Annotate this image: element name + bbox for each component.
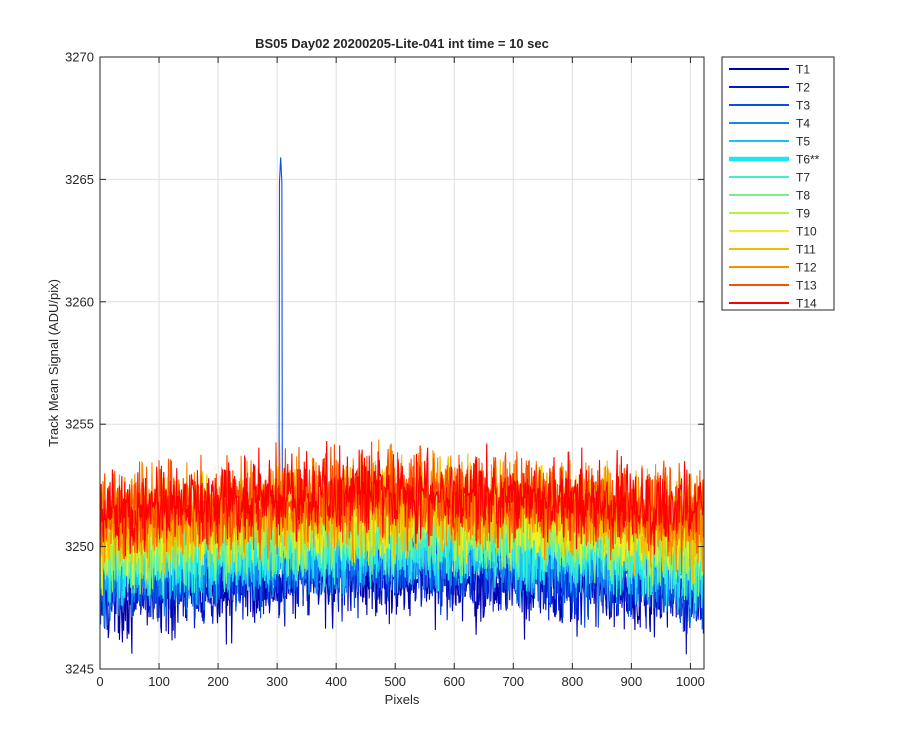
legend-label: T5: [796, 135, 810, 149]
y-tick-label: 3270: [65, 50, 94, 65]
legend-label: T11: [796, 243, 816, 257]
legend-label: T9: [796, 207, 810, 221]
x-tick-label: 200: [207, 674, 229, 689]
legend-label: T8: [796, 189, 810, 203]
plot-frame: [99, 56, 705, 670]
legend-label: T3: [796, 99, 810, 113]
x-tick-label: 400: [325, 674, 347, 689]
y-tick-label: 3250: [65, 539, 94, 554]
y-tick-label: 3265: [65, 172, 94, 187]
legend-label: T13: [796, 279, 817, 293]
plot-area: 0 100 200 300 400 500 600 700 800 900 1000 3245 325…: [65, 50, 705, 690]
y-axis: 3245 3250 3255 3260 3265 3270: [65, 50, 704, 677]
legend-label: T12: [796, 261, 817, 275]
y-tick-label: 3245: [65, 662, 94, 677]
legend-label: T1: [796, 63, 810, 77]
y-tick-label: 3260: [65, 294, 94, 309]
legend-label: T2: [796, 81, 810, 95]
x-tick-label: 500: [384, 674, 406, 689]
x-tick-label: 300: [266, 674, 288, 689]
legend-label: T6**: [796, 153, 820, 167]
legend-label: T10: [796, 225, 817, 239]
y-tick-label: 3255: [65, 417, 94, 432]
legend-label: T14: [796, 297, 817, 311]
x-axis: 0 100 200 300 400 500 600 700 800 900 1000: [96, 57, 705, 689]
x-tick-label: 900: [621, 674, 643, 689]
y-axis-label: Track Mean Signal (ADU/pix): [46, 279, 61, 447]
x-tick-label: 0: [96, 674, 103, 689]
x-tick-label: 800: [561, 674, 583, 689]
chart-title: BS05 Day02 20200205-Lite-041 int time = …: [255, 36, 549, 51]
legend-label: T7: [796, 171, 810, 185]
legend-label: T4: [796, 117, 810, 131]
legend: T1 T2 T3 T4 T5 T6** T7 T8 T9 T10 T11 T12 T13 T14: [721, 56, 835, 311]
series-lines: [100, 157, 704, 655]
x-axis-label: Pixels: [385, 692, 420, 707]
x-tick-label: 700: [502, 674, 524, 689]
x-tick-label: 1000: [676, 674, 705, 689]
legend-box: [721, 56, 835, 311]
series-line-T14: [100, 441, 704, 557]
x-tick-label: 100: [148, 674, 170, 689]
x-tick-label: 600: [443, 674, 465, 689]
